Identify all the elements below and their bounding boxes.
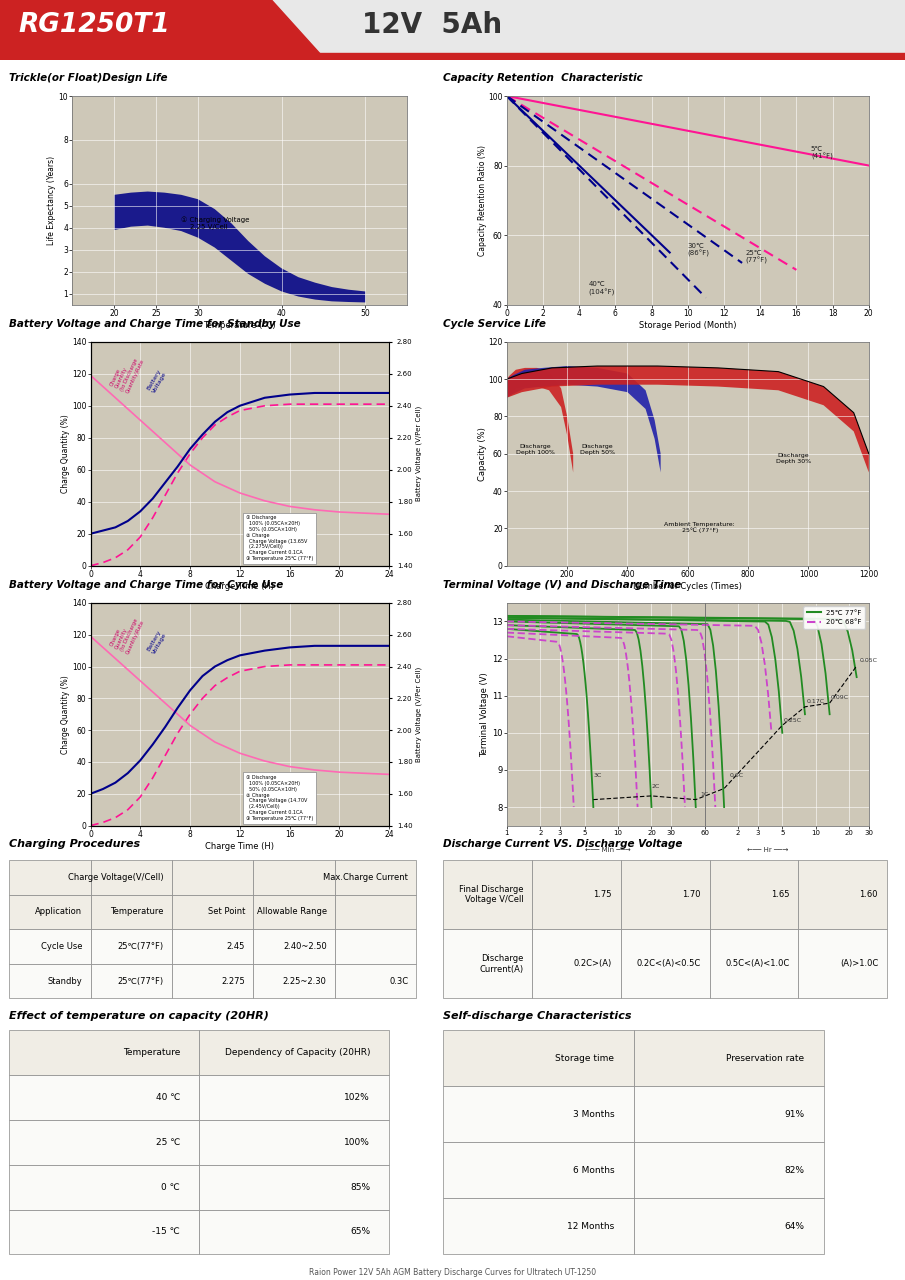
Text: 25℃
(77°F): 25℃ (77°F): [746, 250, 767, 265]
Text: 0.6C: 0.6C: [729, 773, 743, 778]
Y-axis label: Charge Quantity (%): Charge Quantity (%): [62, 675, 71, 754]
Text: RG1250T1: RG1250T1: [18, 13, 170, 38]
Y-axis label: Capacity Retention Ratio (%): Capacity Retention Ratio (%): [478, 145, 487, 256]
Polygon shape: [0, 52, 905, 60]
Text: Raion Power 12V 5Ah AGM Battery Discharge Curves for Ultratech UT-1250: Raion Power 12V 5Ah AGM Battery Discharg…: [309, 1267, 596, 1277]
X-axis label: Number of Cycles (Times): Number of Cycles (Times): [634, 581, 742, 590]
X-axis label: Charge Time (H): Charge Time (H): [205, 581, 274, 590]
Text: Terminal Voltage (V) and Discharge Time: Terminal Voltage (V) and Discharge Time: [443, 580, 681, 590]
Polygon shape: [507, 366, 661, 472]
Text: Discharge
Depth 50%: Discharge Depth 50%: [580, 444, 614, 454]
Y-axis label: Life Expectancy (Years): Life Expectancy (Years): [47, 156, 56, 244]
Text: ←── Hr ──→: ←── Hr ──→: [747, 847, 788, 854]
Text: Charging Procedures: Charging Procedures: [9, 838, 140, 849]
Text: 12V  5Ah: 12V 5Ah: [362, 12, 502, 40]
Text: Discharge Time (Min): Discharge Time (Min): [643, 861, 733, 870]
Text: 1C: 1C: [700, 792, 709, 797]
Polygon shape: [507, 367, 573, 472]
X-axis label: Charge Time (H): Charge Time (H): [205, 841, 274, 850]
Text: ←── Min ──→: ←── Min ──→: [586, 847, 631, 854]
Text: 3C: 3C: [594, 773, 602, 778]
Text: Battery
Voltage: Battery Voltage: [147, 369, 167, 394]
Polygon shape: [0, 0, 326, 60]
Text: Discharge
Depth 30%: Discharge Depth 30%: [776, 453, 811, 465]
Text: ① Discharge
  100% (0.05CA×20H)
  50% (0.05CA×10H)
② Charge
  Charge Voltage (13: ① Discharge 100% (0.05CA×20H) 50% (0.05C…: [246, 516, 313, 561]
Text: Battery Voltage and Charge Time for Standby Use: Battery Voltage and Charge Time for Stan…: [9, 319, 300, 329]
Text: 2C: 2C: [652, 785, 660, 790]
Y-axis label: Capacity (%): Capacity (%): [478, 426, 487, 481]
Y-axis label: Battery Voltage (V/Per Cell): Battery Voltage (V/Per Cell): [415, 406, 422, 502]
Text: Self-discharge Characteristics: Self-discharge Characteristics: [443, 1011, 632, 1021]
Text: Discharge
Depth 100%: Discharge Depth 100%: [516, 444, 555, 454]
Text: Charge
Quantity
(to Discharge
Quantity)Rate: Charge Quantity (to Discharge Quantity)R…: [110, 612, 145, 655]
Y-axis label: Terminal Voltage (V): Terminal Voltage (V): [481, 672, 490, 756]
Text: Battery Voltage and Charge Time for Cycle Use: Battery Voltage and Charge Time for Cycl…: [9, 580, 283, 590]
Y-axis label: Battery Voltage (V/Per Cell): Battery Voltage (V/Per Cell): [415, 667, 422, 762]
Y-axis label: Charge Quantity (%): Charge Quantity (%): [62, 415, 71, 493]
Text: 5℃
(41°F): 5℃ (41°F): [811, 146, 833, 160]
X-axis label: Temperature (°C): Temperature (°C): [204, 320, 276, 329]
Text: 0.25C: 0.25C: [784, 718, 802, 723]
Text: Trickle(or Float)Design Life: Trickle(or Float)Design Life: [9, 73, 167, 83]
Text: 0.17C: 0.17C: [807, 699, 825, 704]
Text: Effect of temperature on capacity (20HR): Effect of temperature on capacity (20HR): [9, 1011, 269, 1021]
Text: Capacity Retention  Characteristic: Capacity Retention Characteristic: [443, 73, 643, 83]
Text: 0.09C: 0.09C: [831, 695, 849, 700]
Text: Battery
Voltage: Battery Voltage: [147, 628, 167, 655]
Text: ① Charging Voltage
    2.25 V/Cell: ① Charging Voltage 2.25 V/Cell: [181, 216, 250, 230]
Text: Ambient Temperature:
25℃ (77°F): Ambient Temperature: 25℃ (77°F): [664, 522, 735, 534]
Text: 40℃
(104°F): 40℃ (104°F): [588, 282, 614, 296]
X-axis label: Storage Period (Month): Storage Period (Month): [639, 320, 737, 329]
Polygon shape: [507, 366, 869, 472]
Polygon shape: [0, 0, 905, 60]
Text: Cycle Service Life: Cycle Service Life: [443, 319, 547, 329]
Legend: 25℃ 77°F, 20℃ 68°F: 25℃ 77°F, 20℃ 68°F: [804, 607, 865, 628]
Text: Discharge Current VS. Discharge Voltage: Discharge Current VS. Discharge Voltage: [443, 838, 683, 849]
Text: Charge
Quantity
(to Discharge
Quantity)Rate: Charge Quantity (to Discharge Quantity)R…: [110, 351, 145, 394]
Polygon shape: [114, 192, 366, 302]
Text: ① Discharge
  100% (0.05CA×20H)
  50% (0.05CA×10H)
② Charge
  Charge Voltage (14: ① Discharge 100% (0.05CA×20H) 50% (0.05C…: [246, 776, 313, 820]
Text: 30℃
(86°F): 30℃ (86°F): [688, 243, 710, 257]
Text: 0.05C: 0.05C: [860, 658, 878, 663]
